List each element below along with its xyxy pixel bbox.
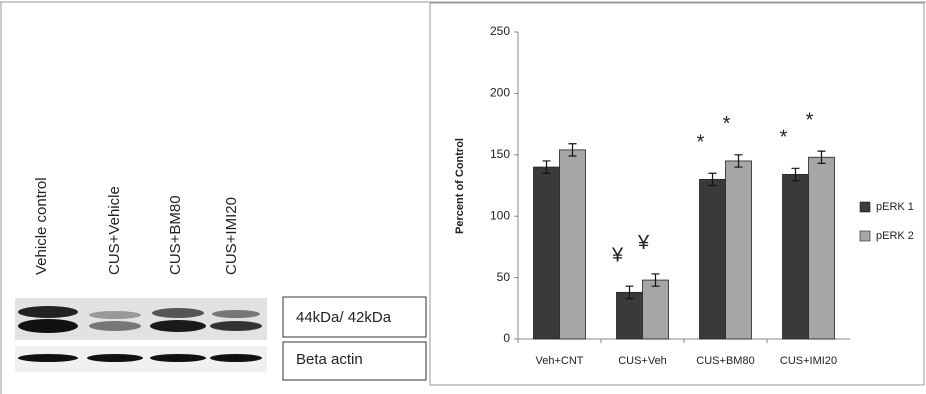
blot-background — [15, 298, 267, 340]
blot: Vehicle control CUS+Vehicle CUS+BM80 CUS… — [15, 177, 426, 380]
legend-label: pERK 2 — [876, 230, 914, 242]
band — [152, 308, 204, 318]
legend-swatch — [860, 231, 870, 241]
significance-marker: ¥ — [637, 232, 650, 254]
bar — [643, 280, 669, 339]
y-tick-label: 50 — [497, 270, 511, 284]
band — [89, 311, 141, 319]
band — [89, 321, 141, 331]
band — [150, 320, 206, 332]
band-label: 44kDa/ 42kDa — [296, 309, 392, 326]
x-tick-label: Veh+CNT — [536, 355, 584, 367]
band — [210, 321, 262, 331]
bar — [783, 174, 809, 339]
figure: Vehicle control CUS+Vehicle CUS+BM80 CUS… — [0, 0, 926, 394]
y-tick-label: 200 — [490, 86, 510, 100]
bar — [700, 179, 726, 339]
y-tick-label: 250 — [490, 24, 510, 38]
bar — [617, 292, 643, 339]
significance-marker: * — [697, 132, 705, 154]
y-tick-label: 0 — [503, 331, 510, 345]
band-label: Beta actin — [296, 351, 363, 368]
lane-label: CUS+BM80 — [167, 195, 184, 275]
y-axis-label: Percent of Control — [454, 138, 466, 234]
lane-label: Vehicle control — [33, 177, 50, 275]
legend-swatch — [860, 202, 870, 212]
x-tick-label: CUS+IMI20 — [780, 355, 837, 367]
band — [87, 354, 143, 362]
y-tick-label: 150 — [490, 147, 510, 161]
bar — [809, 157, 835, 339]
page: Vehicle control CUS+Vehicle CUS+BM80 CUS… — [0, 0, 926, 394]
band — [150, 354, 206, 362]
band — [210, 354, 262, 362]
band — [18, 354, 78, 362]
legend-label: pERK 1 — [876, 201, 914, 213]
significance-marker: * — [780, 127, 788, 149]
bar — [534, 167, 560, 339]
significance-marker: ¥ — [611, 244, 624, 266]
x-tick-label: CUS+BM80 — [696, 355, 754, 367]
x-tick-label: CUS+Veh — [618, 355, 667, 367]
lane-label: CUS+IMI20 — [223, 197, 240, 275]
band — [212, 310, 260, 318]
band — [18, 319, 78, 333]
band — [18, 306, 78, 318]
bar — [560, 150, 586, 339]
significance-marker: * — [806, 109, 814, 131]
bar-chart: Percent of Control 0 50 100 150 200 250 Veh+CN… — [454, 24, 914, 367]
significance-marker: * — [723, 113, 731, 135]
bar — [726, 161, 752, 339]
lane-label: CUS+Vehicle — [106, 186, 123, 275]
chart-frame — [430, 3, 924, 385]
y-tick-label: 100 — [490, 208, 510, 222]
